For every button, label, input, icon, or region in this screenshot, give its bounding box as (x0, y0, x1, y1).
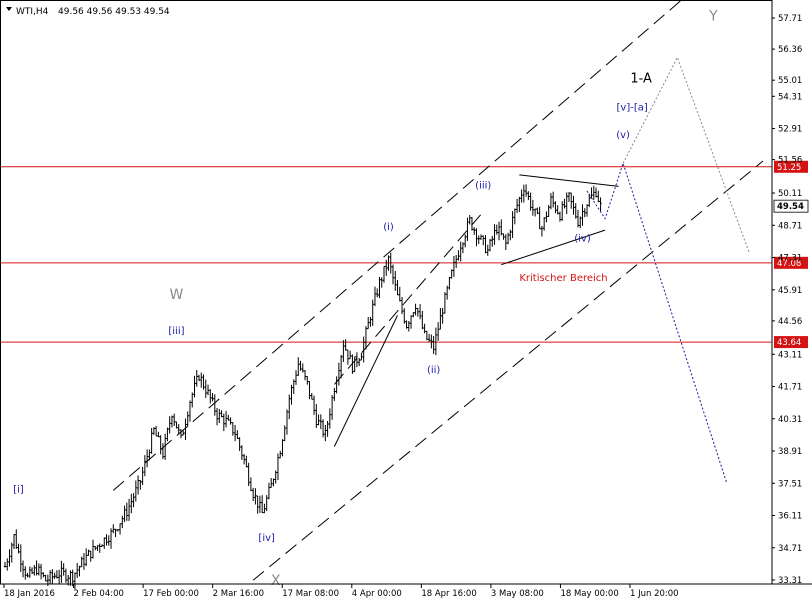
wave-label: (iv) (574, 234, 591, 245)
current-price-label: 49.54 (777, 202, 804, 212)
wave-label: [i] (13, 485, 24, 496)
x-tick-label: 3 May 08:00 (491, 589, 544, 599)
y-tick-label: 43.11 (778, 350, 802, 360)
y-tick-label: 41.71 (778, 383, 802, 393)
level-tag (774, 336, 808, 349)
y-tick-label: 40.31 (778, 415, 802, 425)
current-price-tag (773, 199, 809, 213)
y-tick-label: 51.56 (778, 156, 802, 166)
x-tick-label: 18 Apr 16:00 (421, 589, 476, 599)
y-tick-label: 45.91 (778, 286, 802, 296)
level-tag (774, 256, 808, 269)
wave-label: [v]-[a] (617, 102, 648, 113)
wave-label: (ii) (427, 365, 440, 376)
trendline[interactable] (501, 229, 606, 266)
trendline[interactable] (333, 211, 484, 385)
projection-path[interactable] (586, 161, 728, 484)
y-tick-label: 36.11 (778, 512, 802, 522)
ohlc-values: 49.56 49.56 49.53 49.54 (58, 7, 170, 17)
chart-header: WTI,H4 49.56 49.56 49.53 49.54 (6, 7, 170, 17)
y-tick-label: 50.11 (778, 189, 802, 199)
level-label: 43.64 (777, 338, 801, 348)
x-tick-label: 18 May 00:00 (560, 589, 618, 599)
dropdown-arrow-icon[interactable] (6, 7, 12, 11)
trendline[interactable] (252, 160, 764, 581)
x-tick-label: 2 Feb 04:00 (74, 589, 124, 599)
trendline[interactable] (333, 315, 398, 447)
y-tick-label: 37.51 (778, 479, 802, 489)
x-tick-label: 17 Mar 08:00 (282, 589, 339, 599)
y-tick-label: 57.71 (778, 14, 802, 24)
x-tick-label: 1 Jun 20:00 (630, 589, 679, 599)
level-label: 47.08 (777, 259, 801, 269)
zone-label: Kritischer Bereich (519, 273, 607, 284)
x-tick-label: 4 Apr 00:00 (352, 589, 402, 599)
level-label: 51.25 (777, 163, 801, 173)
wave-label: (iii) (475, 181, 491, 192)
wave-label: [iii] (168, 326, 184, 337)
wave-label: 1-A (630, 72, 652, 87)
y-tick-label: 47.31 (778, 254, 802, 264)
y-tick-label: 33.31 (778, 576, 802, 586)
wave-label: [iv] (258, 533, 275, 544)
y-tick-label: 55.01 (778, 76, 802, 86)
y-tick-label: 44.56 (778, 317, 802, 327)
wave-label: W (170, 287, 184, 303)
wave-label: (i) (383, 222, 394, 233)
symbol-label: WTI,H4 (16, 7, 49, 17)
y-tick-label: 34.71 (778, 544, 802, 554)
y-tick-label: 52.91 (778, 125, 802, 135)
x-tick-label: 2 Mar 16:00 (213, 589, 264, 599)
x-tick-label: 17 Feb 00:00 (143, 589, 199, 599)
wave-label: X (271, 573, 281, 589)
y-tick-label: 54.31 (778, 92, 802, 102)
level-tag (774, 160, 808, 173)
y-tick-label: 48.71 (778, 221, 802, 231)
trendline[interactable] (519, 174, 619, 187)
y-tick-label: 38.91 (778, 447, 802, 457)
y-tick-label: 56.36 (778, 45, 802, 55)
wave-label: (v) (616, 130, 630, 141)
wave-label: Y (708, 9, 718, 25)
x-tick-label: 18 Jan 2016 (4, 589, 55, 599)
